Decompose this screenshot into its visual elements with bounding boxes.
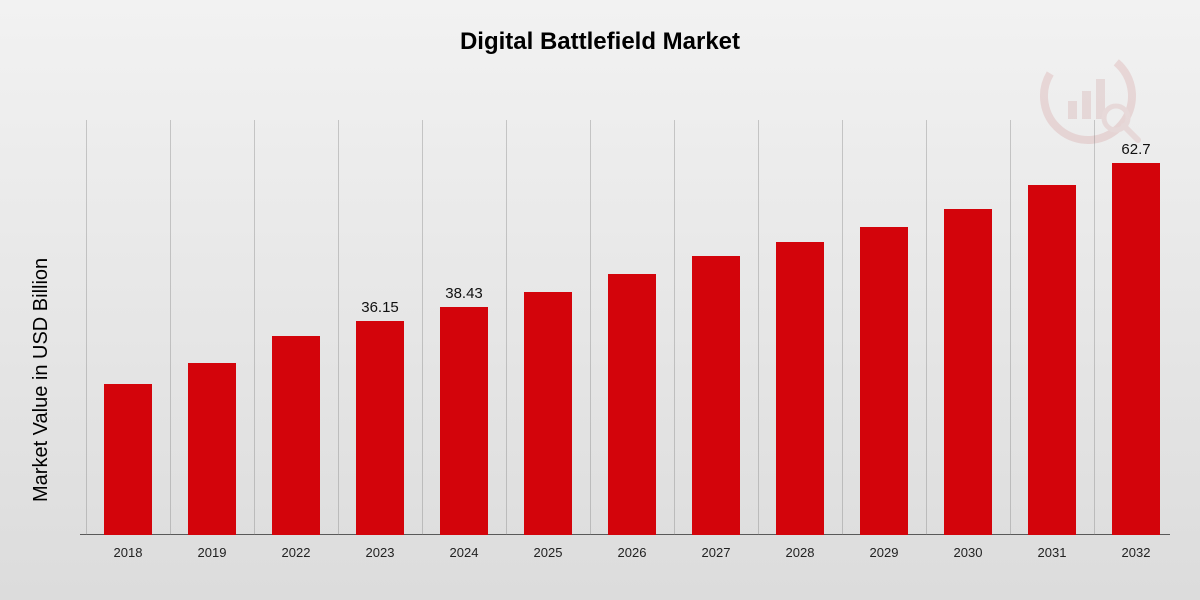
gridline [842, 120, 843, 535]
bar [356, 321, 404, 535]
chart-title: Digital Battlefield Market [0, 28, 1200, 56]
bar [1112, 163, 1160, 535]
gridline [926, 120, 927, 535]
x-tick-label: 2024 [450, 545, 479, 560]
gridline [506, 120, 507, 535]
gridline [170, 120, 171, 535]
bar [944, 209, 992, 535]
x-tick-label: 2027 [702, 545, 731, 560]
bar [272, 336, 320, 535]
bar [1028, 185, 1076, 535]
x-tick-label: 2023 [366, 545, 395, 560]
x-tick-label: 2018 [114, 545, 143, 560]
y-axis-label: Market Value in USD Billion [30, 258, 53, 502]
bar [104, 384, 152, 535]
x-tick-label: 2031 [1038, 545, 1067, 560]
bar [860, 227, 908, 535]
bar [524, 292, 572, 535]
gridline [1010, 120, 1011, 535]
x-tick-label: 2029 [870, 545, 899, 560]
gridline [86, 120, 87, 535]
bar [776, 242, 824, 535]
value-label: 38.43 [445, 285, 483, 302]
value-label: 62.7 [1121, 141, 1150, 158]
x-tick-label: 2026 [618, 545, 647, 560]
bar [188, 363, 236, 535]
gridline [674, 120, 675, 535]
gridline [338, 120, 339, 535]
gridline [254, 120, 255, 535]
chart-canvas: Digital Battlefield Market Market Value … [0, 0, 1200, 600]
x-tick-label: 2022 [282, 545, 311, 560]
x-tick-label: 2030 [954, 545, 983, 560]
bar [440, 307, 488, 535]
bar [692, 256, 740, 535]
gridline [422, 120, 423, 535]
x-tick-label: 2032 [1122, 545, 1151, 560]
x-tick-label: 2025 [534, 545, 563, 560]
gridline [590, 120, 591, 535]
plot-area: 201820192022202336.15202438.432025202620… [80, 120, 1170, 535]
x-tick-label: 2019 [198, 545, 227, 560]
gridline [1094, 120, 1095, 535]
value-label: 36.15 [361, 299, 399, 316]
x-tick-label: 2028 [786, 545, 815, 560]
bar [608, 274, 656, 535]
gridline [758, 120, 759, 535]
